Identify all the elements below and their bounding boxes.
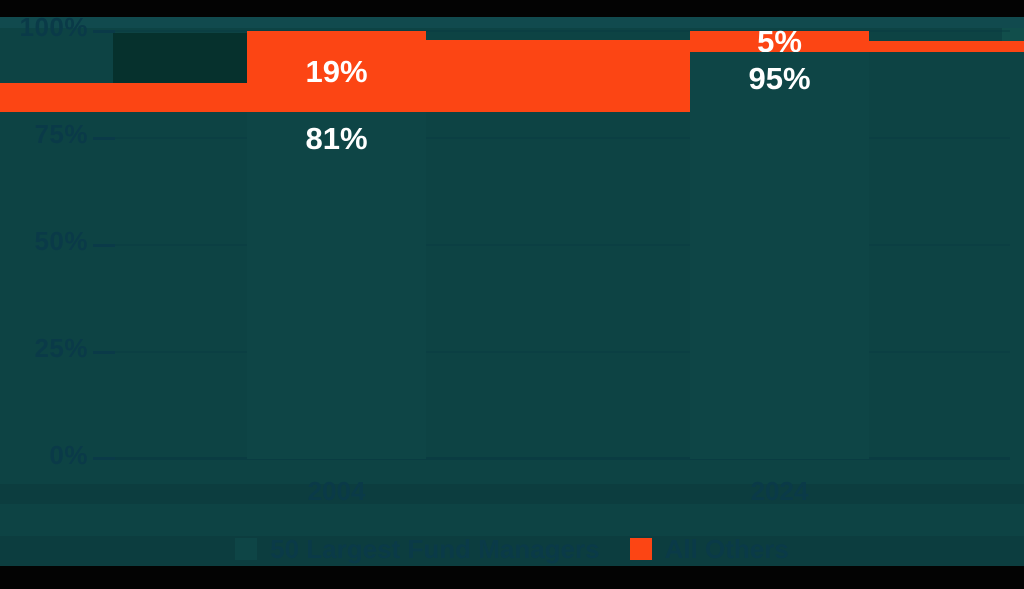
top-black-strip xyxy=(0,0,1024,17)
legend-swatch-orange-icon xyxy=(629,538,652,560)
column-2004: 19% 81% xyxy=(247,31,426,459)
y-tick-50 xyxy=(93,244,115,247)
value-label-all-others-2004: 19% xyxy=(305,54,368,89)
y-axis-label-50: 50% xyxy=(34,226,88,256)
background-dark-row-xaxis xyxy=(0,484,1024,504)
gridline-50 xyxy=(115,244,1010,246)
gridline-75 xyxy=(115,137,1010,139)
background-dark-row-legend xyxy=(0,536,1024,566)
y-axis-label-100: 100% xyxy=(19,12,88,42)
value-label-largest-managers-2024: 95% xyxy=(748,61,811,96)
legend-item-largest-managers: 50 Largest Fund Managers xyxy=(235,534,600,564)
value-label-all-others-2024: 5% xyxy=(757,24,802,59)
y-axis-label-75: 75% xyxy=(34,119,88,149)
x-axis-label-2004: 2004 xyxy=(307,476,366,506)
orange-band-left xyxy=(0,83,247,112)
y-tick-25 xyxy=(93,351,115,354)
orange-band-middle xyxy=(425,40,690,112)
bottom-black-strip xyxy=(0,566,1024,589)
legend: 50 Largest Fund Managers All Others xyxy=(0,534,1024,564)
y-tick-75 xyxy=(93,137,115,140)
column-2024: 5% 95% xyxy=(690,26,869,459)
background-light-row xyxy=(0,17,1024,28)
y-tick-0 xyxy=(93,457,115,460)
y-axis-label-25: 25% xyxy=(34,333,88,363)
background-dark-rect xyxy=(113,33,247,83)
gridline-100 xyxy=(115,30,1010,32)
gridline-0-baseline xyxy=(115,457,1010,460)
legend-swatch-teal-icon xyxy=(235,538,258,560)
legend-label-all-others: All Others xyxy=(664,534,789,564)
segment-all-others-2024: 5% xyxy=(690,26,869,57)
gridline-25 xyxy=(115,351,1010,353)
segment-all-others-2004: 19% xyxy=(247,31,426,112)
y-tick-100 xyxy=(93,30,115,33)
legend-item-all-others: All Others xyxy=(629,534,789,564)
segment-largest-managers-2024: 95% xyxy=(690,52,869,459)
x-axis-label-2024: 2024 xyxy=(750,476,809,506)
value-label-largest-managers-2004: 81% xyxy=(305,121,368,156)
legend-label-largest-managers: 50 Largest Fund Managers xyxy=(270,534,600,564)
orange-band-right xyxy=(868,41,1024,52)
y-axis-label-0: 0% xyxy=(49,440,88,470)
segment-largest-managers-2004: 81% xyxy=(247,112,426,459)
